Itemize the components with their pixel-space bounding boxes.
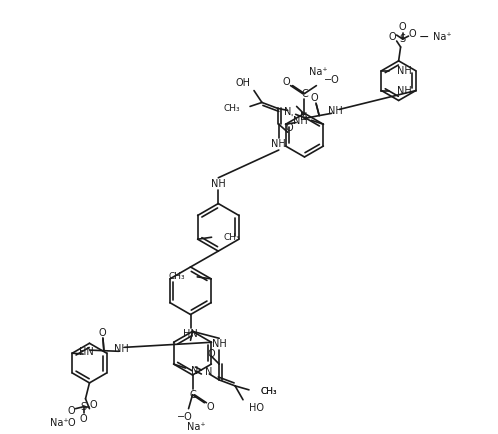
Text: CH₃: CH₃ (261, 387, 277, 396)
Text: HO: HO (249, 403, 264, 413)
Text: S: S (81, 402, 87, 412)
Text: O: O (99, 328, 107, 338)
Text: NH: NH (397, 66, 412, 76)
Text: O: O (68, 406, 75, 416)
Text: NH: NH (211, 179, 226, 189)
Text: ': ' (290, 114, 293, 123)
Text: −O: −O (324, 75, 340, 85)
Text: CH₃: CH₃ (169, 273, 185, 281)
Text: O: O (311, 93, 319, 103)
Text: −: − (419, 30, 430, 43)
Text: O: O (286, 123, 293, 133)
Text: O: O (208, 349, 215, 359)
Text: C: C (189, 390, 196, 400)
Text: NH: NH (271, 139, 286, 149)
Text: Na⁺: Na⁺ (309, 67, 328, 77)
Text: OH: OH (235, 78, 250, 88)
Text: NH: NH (212, 339, 227, 349)
Text: HN: HN (79, 347, 94, 357)
Text: HN: HN (183, 329, 198, 339)
Text: S: S (399, 34, 406, 44)
Text: Na⁺: Na⁺ (50, 418, 69, 427)
Text: O: O (90, 400, 97, 410)
Text: O: O (409, 29, 416, 39)
Text: N: N (284, 107, 292, 117)
Text: CH₃: CH₃ (224, 104, 240, 113)
Text: N: N (191, 366, 199, 376)
Text: NH: NH (293, 115, 307, 125)
Text: CH₃: CH₃ (261, 387, 277, 396)
Text: O: O (399, 22, 406, 32)
Text: Na⁺: Na⁺ (433, 32, 452, 42)
Text: N: N (300, 112, 308, 122)
Text: O: O (80, 414, 87, 424)
Text: CH₃: CH₃ (224, 233, 240, 242)
Text: Na⁺: Na⁺ (187, 421, 206, 431)
Text: −O: −O (177, 411, 192, 421)
Text: NH: NH (397, 85, 412, 95)
Text: N: N (205, 367, 213, 377)
Text: O: O (283, 77, 290, 87)
Text: NH: NH (115, 344, 129, 354)
Text: O: O (68, 418, 75, 427)
Text: C: C (301, 89, 308, 99)
Text: NH: NH (328, 106, 343, 116)
Text: O: O (207, 402, 214, 412)
Text: O: O (389, 32, 396, 42)
